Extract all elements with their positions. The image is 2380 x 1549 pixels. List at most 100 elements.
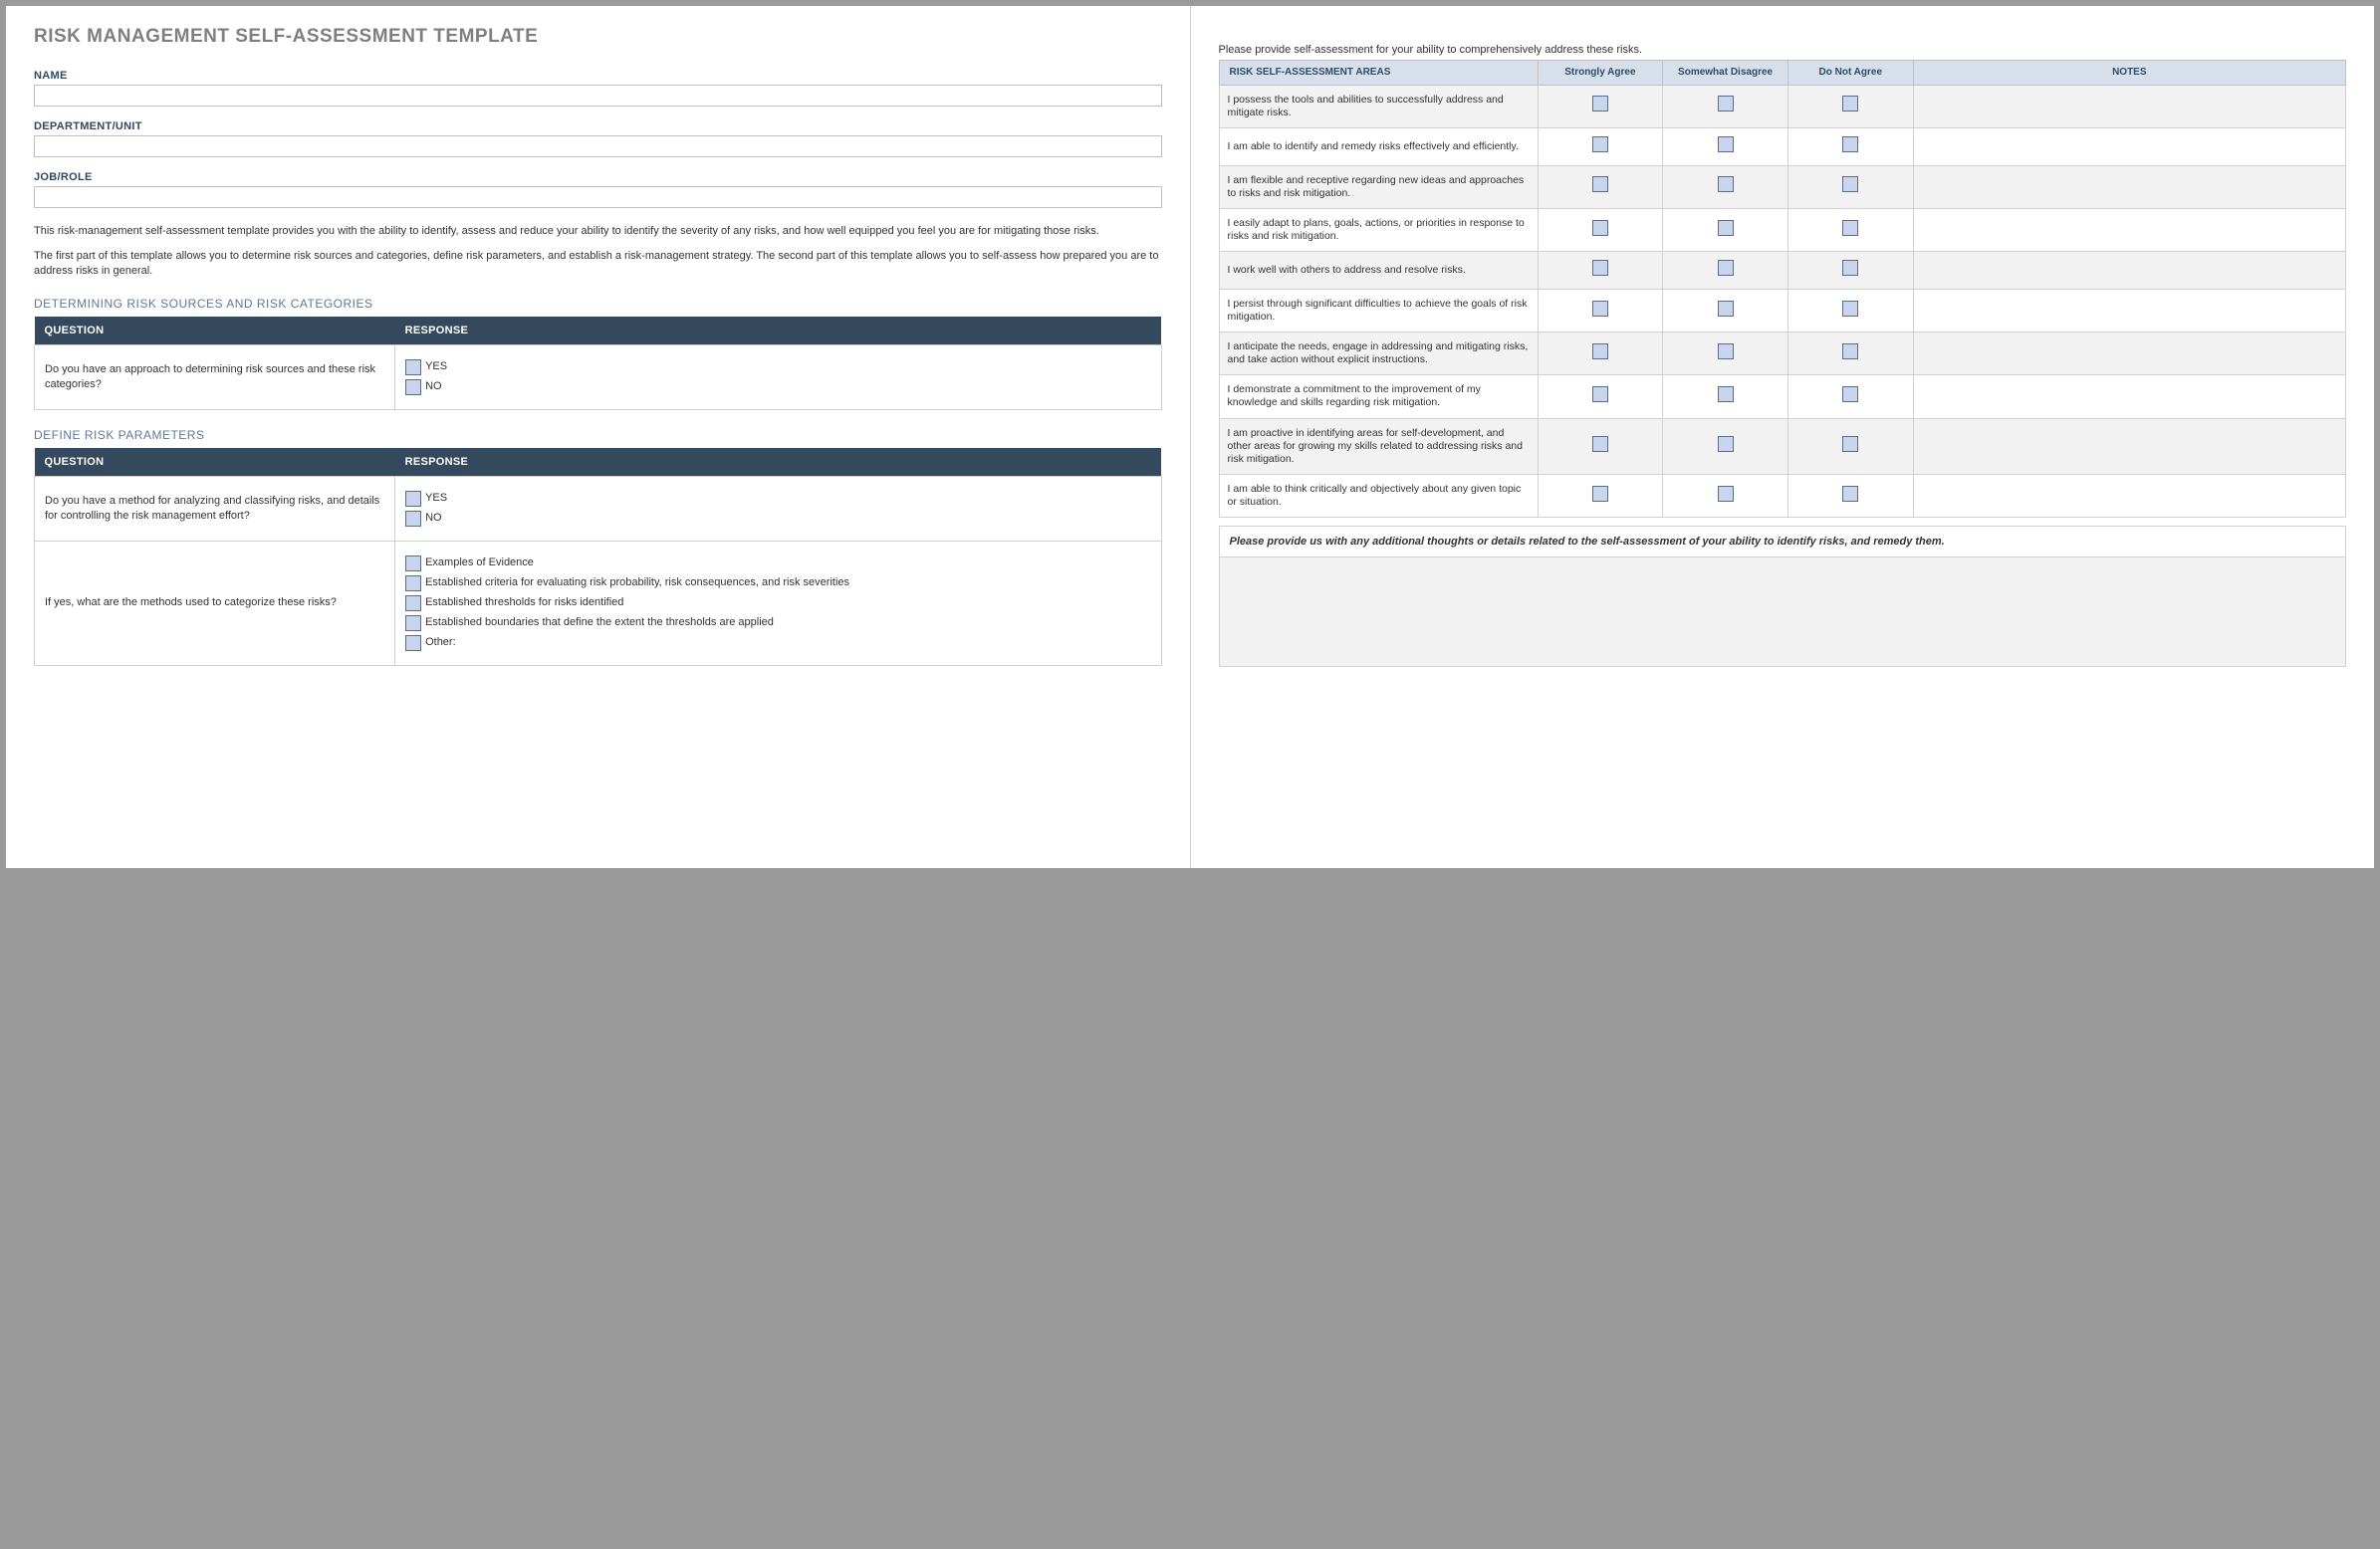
checkbox-icon[interactable] [1718, 343, 1734, 359]
assess-checkbox-cell [1538, 165, 1663, 208]
section1-col-response: RESPONSE [395, 317, 1161, 345]
right-intro: Please provide self-assessment for your … [1219, 44, 2347, 56]
checkbox-icon[interactable] [1592, 386, 1608, 402]
section2-col-question: QUESTION [35, 448, 395, 477]
assess-checkbox-cell [1538, 85, 1663, 127]
assess-notes-cell[interactable] [1913, 474, 2345, 517]
assess-row: I work well with others to address and r… [1219, 252, 2346, 290]
name-input[interactable] [34, 85, 1162, 107]
assess-notes-cell[interactable] [1913, 85, 2345, 127]
checkbox-icon[interactable] [1718, 136, 1734, 152]
jobrole-input[interactable] [34, 186, 1162, 208]
section1-heading: DETERMINING RISK SOURCES AND RISK CATEGO… [34, 297, 1162, 311]
assess-row: I am proactive in identifying areas for … [1219, 418, 2346, 474]
jobrole-label: JOB/ROLE [34, 171, 1162, 183]
checkbox-icon[interactable] [1842, 301, 1858, 317]
section2-opt-row: Examples of Evidence [405, 555, 1150, 571]
assess-checkbox-cell [1663, 85, 1788, 127]
checkbox-icon[interactable] [1718, 486, 1734, 502]
checkbox-icon[interactable] [1842, 486, 1858, 502]
assess-checkbox-cell [1787, 474, 1913, 517]
checkbox-icon[interactable] [1842, 136, 1858, 152]
page-container: RISK MANAGEMENT SELF-ASSESSMENT TEMPLATE… [6, 6, 2374, 868]
assess-checkbox-cell [1787, 127, 1913, 165]
intro-text: This risk-management self-assessment tem… [34, 224, 1162, 279]
checkbox-icon[interactable] [1592, 176, 1608, 192]
section2-opt-row: Established boundaries that define the e… [405, 615, 1150, 631]
assess-notes-cell[interactable] [1913, 418, 2345, 474]
checkbox-icon[interactable] [1592, 220, 1608, 236]
assess-notes-cell[interactable] [1913, 375, 2345, 418]
assess-row: I am flexible and receptive regarding ne… [1219, 165, 2346, 208]
section2-opt-row: Other: [405, 635, 1150, 651]
section2-opt-label: Examples of Evidence [425, 555, 534, 570]
assess-area-text: I am able to identify and remedy risks e… [1219, 127, 1538, 165]
checkbox-icon[interactable] [405, 595, 421, 611]
assess-checkbox-cell [1663, 165, 1788, 208]
checkbox-icon[interactable] [1718, 220, 1734, 236]
assess-checkbox-cell [1663, 332, 1788, 375]
assess-row: I demonstrate a commitment to the improv… [1219, 375, 2346, 418]
checkbox-icon[interactable] [1592, 486, 1608, 502]
checkbox-icon[interactable] [1592, 136, 1608, 152]
department-input[interactable] [34, 135, 1162, 157]
checkbox-icon[interactable] [1718, 176, 1734, 192]
assess-area-text: I easily adapt to plans, goals, actions,… [1219, 208, 1538, 251]
assess-checkbox-cell [1663, 289, 1788, 332]
checkbox-icon[interactable] [1718, 260, 1734, 276]
page-title: RISK MANAGEMENT SELF-ASSESSMENT TEMPLATE [34, 26, 1162, 48]
assess-notes-cell[interactable] [1913, 208, 2345, 251]
checkbox-icon[interactable] [1592, 96, 1608, 111]
section2-opt-label: Established boundaries that define the e… [425, 615, 774, 630]
checkbox-icon[interactable] [1592, 301, 1608, 317]
assess-checkbox-cell [1538, 127, 1663, 165]
checkbox-icon[interactable] [1718, 301, 1734, 317]
checkbox-icon[interactable] [1592, 436, 1608, 452]
checkbox-icon[interactable] [1842, 96, 1858, 111]
checkbox-icon[interactable] [1592, 260, 1608, 276]
checkbox-icon[interactable] [405, 379, 421, 395]
name-field-group: NAME [34, 70, 1162, 107]
section2-q2-response-cell: Examples of Evidence Established criteri… [395, 541, 1161, 665]
checkbox-icon[interactable] [1842, 436, 1858, 452]
assess-notes-cell[interactable] [1913, 252, 2345, 290]
checkbox-icon[interactable] [1718, 386, 1734, 402]
checkbox-icon[interactable] [405, 359, 421, 375]
assess-notes-cell[interactable] [1913, 332, 2345, 375]
checkbox-icon[interactable] [1842, 343, 1858, 359]
checkbox-icon[interactable] [1718, 96, 1734, 111]
assess-area-text: I persist through significant difficulti… [1219, 289, 1538, 332]
section1-yes-row: YES [405, 359, 1150, 375]
assess-checkbox-cell [1663, 252, 1788, 290]
assess-row: I am able to identify and remedy risks e… [1219, 127, 2346, 165]
checkbox-icon[interactable] [1592, 343, 1608, 359]
jobrole-field-group: JOB/ROLE [34, 171, 1162, 208]
assess-row: I anticipate the needs, engage in addres… [1219, 332, 2346, 375]
assess-notes-cell[interactable] [1913, 127, 2345, 165]
assess-checkbox-cell [1787, 418, 1913, 474]
assess-notes-cell[interactable] [1913, 289, 2345, 332]
assess-row: I am able to think critically and object… [1219, 474, 2346, 517]
section1-yes-label: YES [425, 359, 447, 374]
assess-checkbox-cell [1663, 418, 1788, 474]
assess-header-notes: NOTES [1913, 61, 2345, 86]
checkbox-icon[interactable] [405, 555, 421, 571]
checkbox-icon[interactable] [405, 615, 421, 631]
section1-no-row: NO [405, 379, 1150, 395]
section2-yes-row: YES [405, 491, 1150, 507]
assessment-table: RISK SELF-ASSESSMENT AREAS Strongly Agre… [1219, 60, 2347, 518]
checkbox-icon[interactable] [405, 511, 421, 527]
checkbox-icon[interactable] [405, 491, 421, 507]
checkbox-icon[interactable] [1842, 220, 1858, 236]
assess-notes-cell[interactable] [1913, 165, 2345, 208]
checkbox-icon[interactable] [1718, 436, 1734, 452]
intro-p2: The first part of this template allows y… [34, 249, 1162, 279]
additional-thoughts-input[interactable] [1220, 556, 2346, 666]
checkbox-icon[interactable] [1842, 176, 1858, 192]
checkbox-icon[interactable] [405, 635, 421, 651]
checkbox-icon[interactable] [1842, 260, 1858, 276]
section2-no-label: NO [425, 511, 442, 526]
assess-checkbox-cell [1787, 165, 1913, 208]
checkbox-icon[interactable] [1842, 386, 1858, 402]
checkbox-icon[interactable] [405, 575, 421, 591]
